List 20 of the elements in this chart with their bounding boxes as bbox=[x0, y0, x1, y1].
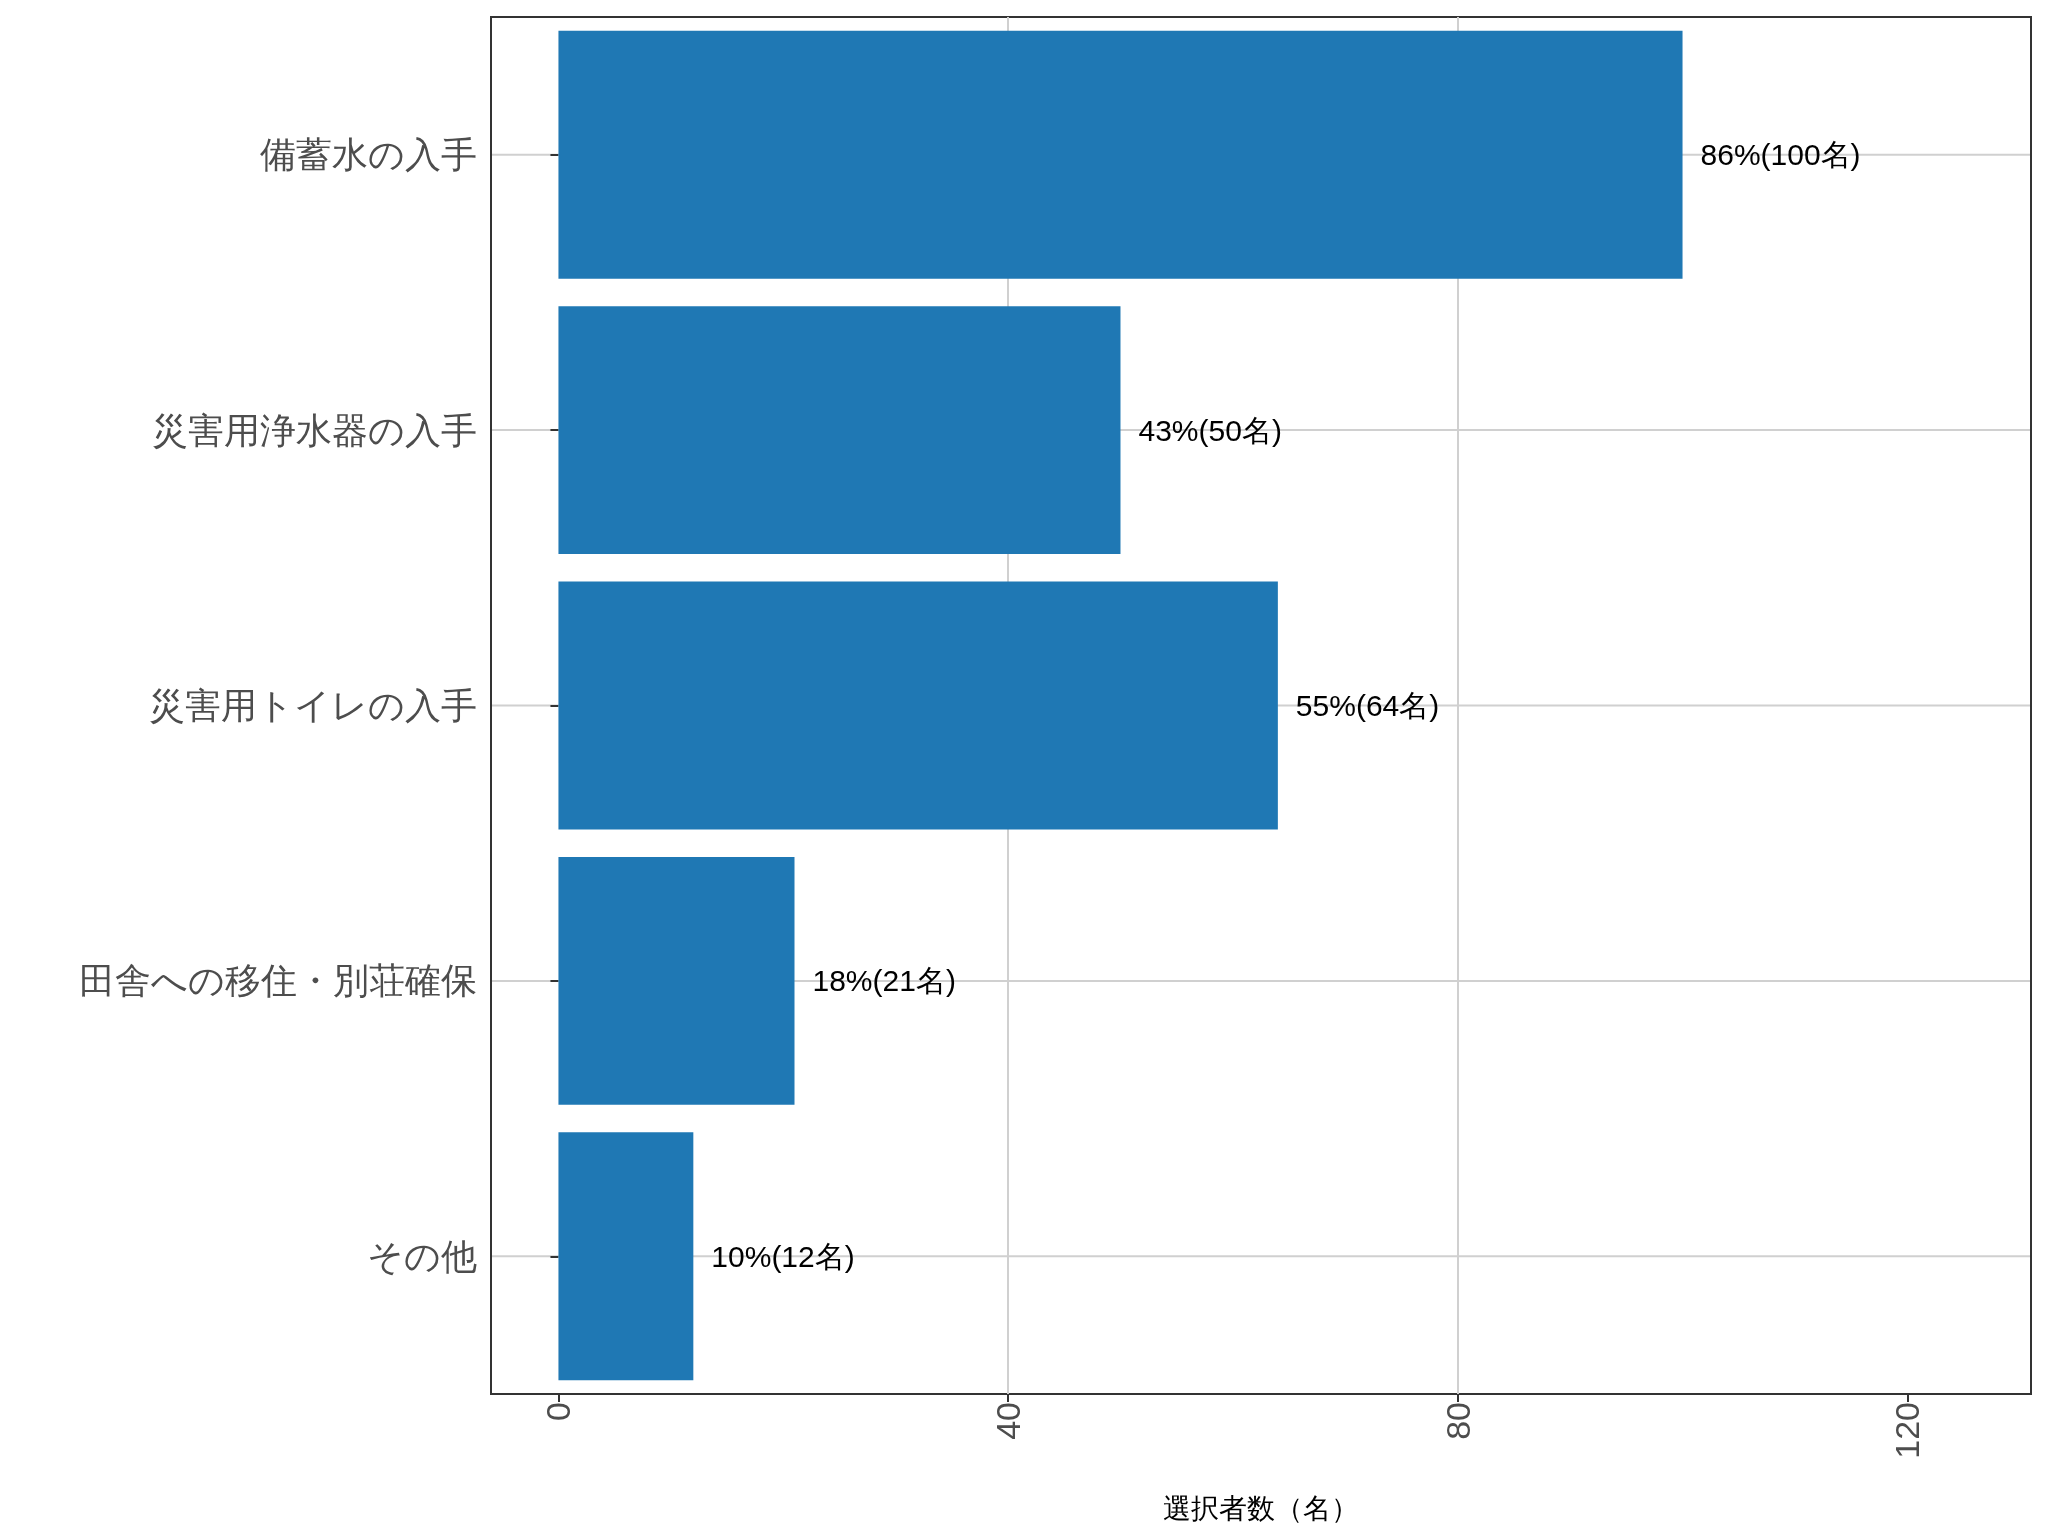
bar bbox=[558, 581, 1278, 830]
y-tick-label: 災害用浄水器の入手 bbox=[152, 409, 477, 451]
bar bbox=[558, 30, 1683, 279]
x-tick-label: 80 bbox=[1438, 1402, 1477, 1440]
y-tick-label: 災害用トイレの入手 bbox=[149, 685, 477, 726]
data-label: 10%(12名) bbox=[711, 1239, 855, 1273]
x-tick-label: 40 bbox=[989, 1402, 1028, 1440]
data-label: 86%(100名) bbox=[1700, 138, 1861, 172]
x-tick-label: 120 bbox=[1888, 1402, 1927, 1459]
data-label: 55%(64名) bbox=[1295, 689, 1440, 722]
bar bbox=[558, 856, 795, 1105]
y-tick-label: 田舎への移住・別荘確保 bbox=[79, 960, 477, 1002]
data-label: 43%(50名) bbox=[1138, 413, 1282, 447]
data-label: 18%(21名) bbox=[812, 964, 956, 998]
y-tick-label: その他 bbox=[367, 1235, 477, 1277]
y-tick-label: 備蓄水の入手 bbox=[260, 134, 477, 176]
bar bbox=[558, 306, 1121, 555]
x-axis-title: 選択者数（名） bbox=[1163, 1492, 1359, 1524]
bar bbox=[558, 1132, 694, 1381]
x-tick-label: 0 bbox=[539, 1402, 578, 1421]
